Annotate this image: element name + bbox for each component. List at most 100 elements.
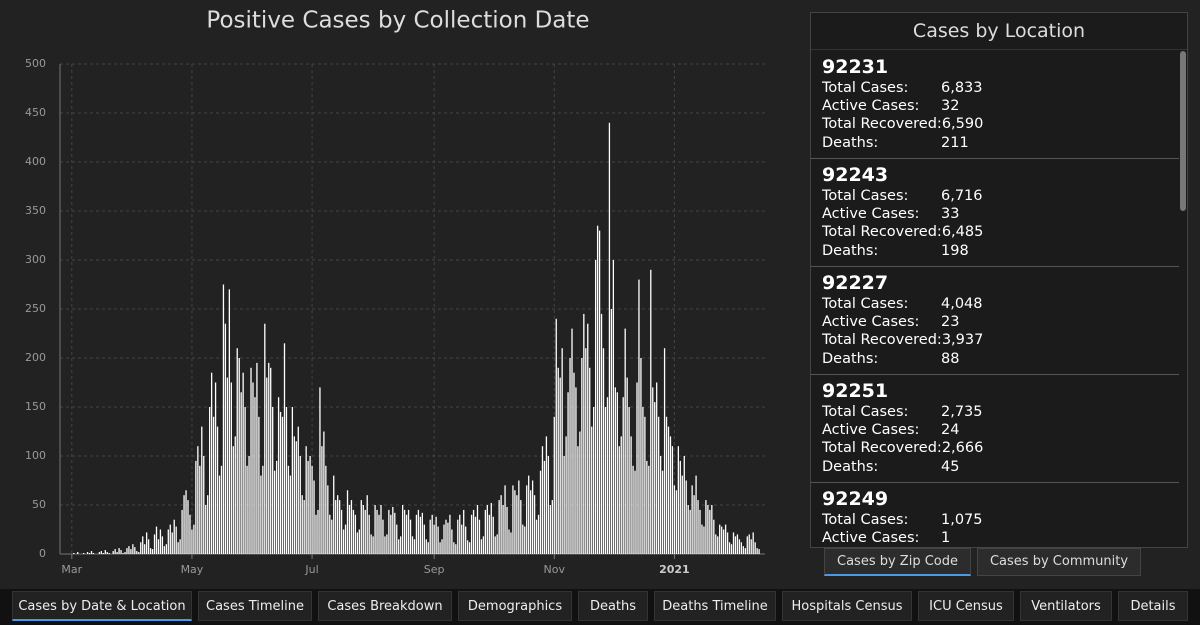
bar — [197, 446, 199, 554]
bar — [734, 536, 737, 554]
bar — [380, 505, 382, 554]
nav-tab[interactable]: ICU Census — [918, 591, 1014, 621]
bar — [547, 456, 550, 554]
bar — [711, 505, 713, 554]
bar — [238, 358, 240, 554]
panel-tab[interactable]: Cases by Community — [976, 548, 1142, 576]
bar — [539, 470, 542, 554]
bar — [642, 407, 644, 554]
bar — [277, 397, 280, 554]
stat-row: Active Cases: 32 — [822, 97, 1179, 115]
bar — [144, 544, 146, 554]
bar — [90, 551, 93, 554]
nav-tab[interactable]: Deaths Timeline — [654, 591, 776, 621]
location-entry[interactable]: 92227 Total Cases: 4,048 Active Cases: 23 Tot… — [811, 267, 1179, 375]
bar — [356, 532, 359, 554]
bar — [738, 539, 741, 554]
bar — [524, 526, 526, 554]
bar — [457, 519, 459, 554]
bar — [331, 519, 333, 554]
bar — [321, 446, 323, 554]
bar — [640, 358, 642, 554]
zip-code: 92249 — [822, 488, 889, 510]
bar — [98, 552, 101, 554]
nav-tab[interactable]: Hospitals Census — [782, 591, 912, 621]
bar — [242, 372, 244, 554]
stat-row: Total Recovered:2,666 — [822, 439, 1179, 457]
nav-tab[interactable]: Cases Timeline — [198, 591, 312, 621]
bar — [583, 313, 585, 554]
stat-row: Total Recovered:6,485 — [822, 223, 1179, 241]
bar — [161, 536, 164, 554]
bar — [270, 367, 272, 554]
bar — [305, 446, 307, 554]
bar — [600, 313, 603, 554]
bar — [665, 416, 668, 554]
bar — [207, 495, 209, 554]
bar — [378, 514, 380, 554]
bar — [291, 407, 294, 554]
bar — [335, 500, 337, 554]
bar — [264, 323, 266, 554]
scrollbar[interactable] — [1180, 51, 1186, 211]
bar — [419, 516, 422, 554]
nav-tab[interactable]: Cases by Date & Location — [12, 591, 192, 621]
bar — [224, 323, 227, 554]
bar — [268, 362, 270, 554]
bar — [210, 372, 213, 554]
bar — [142, 536, 144, 554]
location-entry[interactable]: 92231 Total Cases: 6,833 Active Cases: 32 Tot… — [811, 51, 1179, 159]
bar — [502, 505, 504, 554]
bar — [533, 495, 536, 554]
location-entry[interactable]: 92243 Total Cases: 6,716 Active Cases: 33 Tot… — [811, 159, 1179, 267]
bar — [325, 465, 327, 554]
bar — [390, 514, 392, 554]
bar — [169, 524, 171, 554]
bar — [289, 475, 292, 554]
nav-tab[interactable]: Deaths — [578, 591, 648, 621]
bar — [530, 490, 532, 554]
bar — [494, 536, 496, 554]
bar — [461, 524, 463, 554]
bar — [352, 509, 355, 554]
panel-tab[interactable]: Cases by Zip Code — [824, 548, 971, 576]
stat-row: Deaths: 45 — [822, 458, 1179, 476]
bar — [368, 514, 370, 554]
nav-tab[interactable]: Ventilators — [1020, 591, 1112, 621]
stat-value: 198 — [941, 242, 969, 259]
bar — [106, 552, 108, 554]
y-tick-label: 400 — [25, 155, 46, 168]
bar — [122, 553, 124, 554]
bar — [140, 542, 142, 554]
bar — [441, 539, 443, 554]
y-tick-label: 50 — [32, 498, 46, 511]
bar — [317, 509, 319, 554]
bar — [624, 328, 626, 554]
bar — [236, 348, 238, 554]
bar — [266, 377, 268, 554]
nav-tab[interactable]: Cases Breakdown — [318, 591, 452, 621]
bar — [108, 553, 110, 554]
bar — [565, 436, 567, 554]
bar — [528, 475, 530, 554]
nav-tab[interactable]: Details — [1118, 591, 1188, 621]
bar — [652, 387, 654, 554]
location-entry[interactable]: 92251 Total Cases: 2,735 Active Cases: 24 Tot… — [811, 375, 1179, 483]
location-entry[interactable]: 92249 Total Cases: 1,075 Active Cases: 1 — [811, 483, 1179, 547]
bar — [535, 519, 538, 554]
bar — [750, 539, 752, 554]
stat-row: Total Cases: 2,735 — [822, 403, 1179, 421]
bar — [435, 516, 437, 554]
bar — [561, 348, 563, 554]
zip-code: 92227 — [822, 272, 889, 294]
x-tick-label: Mar — [61, 563, 82, 576]
bar — [311, 465, 313, 554]
stat-value: 6,485 — [941, 224, 984, 241]
nav-tab[interactable]: Demographics — [458, 591, 572, 621]
bar — [250, 367, 252, 554]
bar — [705, 500, 707, 554]
stat-value: 6,833 — [941, 80, 983, 96]
bar — [620, 436, 622, 554]
stat-value: 1 — [941, 530, 951, 547]
bar — [687, 505, 689, 554]
